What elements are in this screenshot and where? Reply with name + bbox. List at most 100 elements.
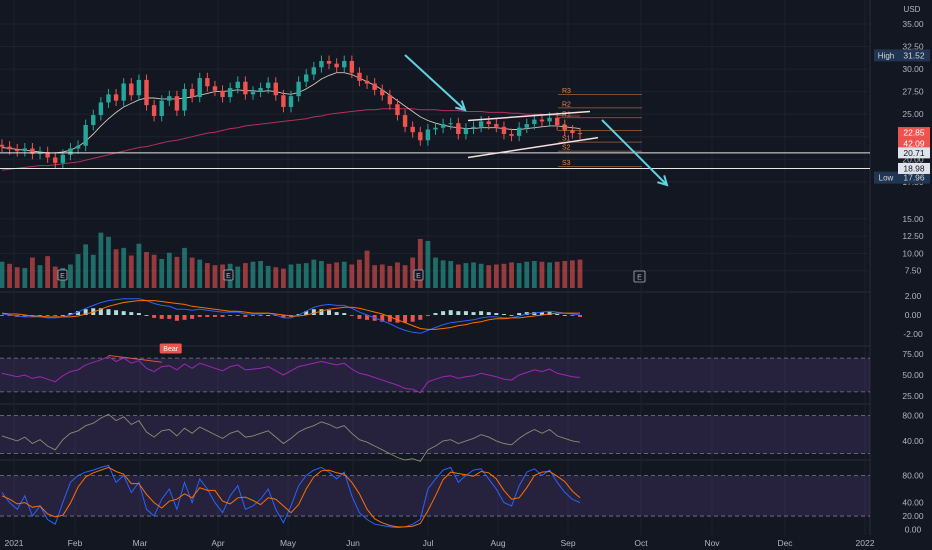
- price-label: 22.85: [903, 128, 925, 138]
- candle-body: [53, 157, 58, 163]
- macd-histogram-bar: [486, 312, 491, 315]
- high-tag: High: [878, 51, 894, 60]
- macd-histogram-bar: [30, 315, 35, 316]
- earnings-marker: [413, 269, 424, 281]
- candle-body: [395, 104, 400, 116]
- macd-histogram-bar: [182, 315, 187, 320]
- volume-bar: [220, 264, 225, 288]
- price-axis[interactable]: 35.0032.5030.0027.5025.0022.5020.0017.50…: [874, 19, 930, 535]
- earnings-marker: [633, 270, 646, 283]
- y-tick-label: 75.00: [902, 349, 924, 359]
- macd-histogram-bar: [433, 313, 438, 315]
- candle-body: [189, 88, 195, 98]
- trend-arrow-2: [601, 119, 668, 186]
- volume-bar: [379, 264, 385, 288]
- candle-body: [570, 130, 575, 134]
- volume-bar: [250, 261, 256, 288]
- candle-body: [220, 90, 225, 98]
- price-label-bg: [898, 127, 930, 139]
- volume-bar: [30, 257, 35, 288]
- y-tick-label: 40.00: [902, 436, 924, 446]
- y-tick-label: 20.00: [902, 154, 924, 164]
- volume-bar: [280, 268, 286, 288]
- candle-body: [463, 128, 469, 135]
- volume-bar: [357, 259, 362, 288]
- macd-histogram-bar: [410, 315, 415, 322]
- volume-bar: [242, 263, 248, 288]
- earnings-marker: [223, 269, 234, 281]
- candle-body: [197, 78, 202, 98]
- volume-bar: [296, 263, 302, 288]
- candle-body: [212, 86, 218, 91]
- candle-body: [227, 88, 233, 98]
- macd-histogram-bar: [76, 311, 81, 315]
- macd-histogram-bar: [0, 315, 4, 316]
- candle-body: [205, 78, 210, 87]
- candle-body: [410, 126, 415, 133]
- macd-histogram-bar: [228, 315, 233, 316]
- volume-bar: [151, 254, 157, 288]
- candle-body: [319, 60, 324, 68]
- volume-bar: [75, 254, 81, 288]
- candle-body: [349, 60, 355, 73]
- earnings-marker-label: E: [637, 275, 642, 282]
- macd-histogram-bar: [562, 315, 567, 316]
- volume-bar: [0, 261, 5, 288]
- time-axis[interactable]: 2021 Feb Mar Apr May Jun Jul Aug Sep Oct Nov Dec 202…: [5, 538, 875, 548]
- macd-histogram-bar: [327, 310, 332, 315]
- macd-histogram-bar: [304, 311, 309, 315]
- user-drawings[interactable]: [0, 54, 870, 363]
- price-label: 20.71: [903, 148, 925, 158]
- macd-histogram-bar: [22, 315, 27, 317]
- candle-body: [516, 127, 522, 136]
- y-tick-label: 12.50: [902, 231, 924, 241]
- macd-histogram-bar: [311, 309, 316, 315]
- macd-histogram-bar: [578, 315, 582, 317]
- y-tick-label: 50.00: [902, 370, 924, 380]
- candle-body: [174, 96, 180, 111]
- volume-bar: [478, 263, 484, 288]
- low-tag-bg: [874, 171, 898, 184]
- volume-bar: [417, 238, 423, 288]
- macd-histogram-bar: [509, 315, 514, 316]
- y-tick-label: 10.00: [902, 248, 924, 258]
- macd-histogram-bar: [501, 314, 506, 315]
- volume-bar: [45, 256, 51, 288]
- candle-body: [326, 60, 332, 64]
- volume-bar: [22, 267, 28, 288]
- macd-histogram-bar: [570, 315, 575, 316]
- volume-bar: [372, 265, 378, 288]
- macd-histogram-bar: [106, 309, 111, 315]
- y-tick-label: 27.50: [902, 87, 924, 97]
- rsi-divergence-tag: Bear: [163, 346, 178, 353]
- macd-histogram-bar: [243, 315, 248, 317]
- macd-histogram-bar: [403, 315, 408, 323]
- macd-histogram-bar: [448, 310, 453, 315]
- volume-bar: [68, 264, 73, 288]
- macd-histogram-bar: [387, 315, 392, 322]
- stoch-d-line: [1, 466, 581, 528]
- volume-bar: [121, 247, 127, 288]
- volume-bar: [159, 258, 165, 288]
- volume-bar: [174, 256, 180, 288]
- volume-bar: [341, 261, 347, 288]
- macd-histogram-bar: [121, 311, 126, 315]
- candle-body: [288, 96, 294, 107]
- macd-histogram-bar: [190, 315, 195, 319]
- macd-histogram-bar: [152, 315, 157, 318]
- macd-histogram-bar: [129, 312, 134, 315]
- volume-bar: [311, 259, 317, 288]
- volume-bar: [212, 265, 218, 288]
- price-label-bg: [898, 162, 930, 174]
- volume-bar: [37, 265, 43, 288]
- x-tick-label: Nov: [704, 538, 720, 548]
- candle-body: [0, 144, 5, 147]
- candle-body: [91, 115, 96, 125]
- macd-histogram-bar: [83, 309, 88, 315]
- volume-bar: [486, 265, 492, 288]
- candle-body: [532, 119, 537, 125]
- currency-label: USD: [904, 5, 921, 14]
- pivot-label: P: [562, 124, 567, 131]
- candle-body: [68, 148, 73, 155]
